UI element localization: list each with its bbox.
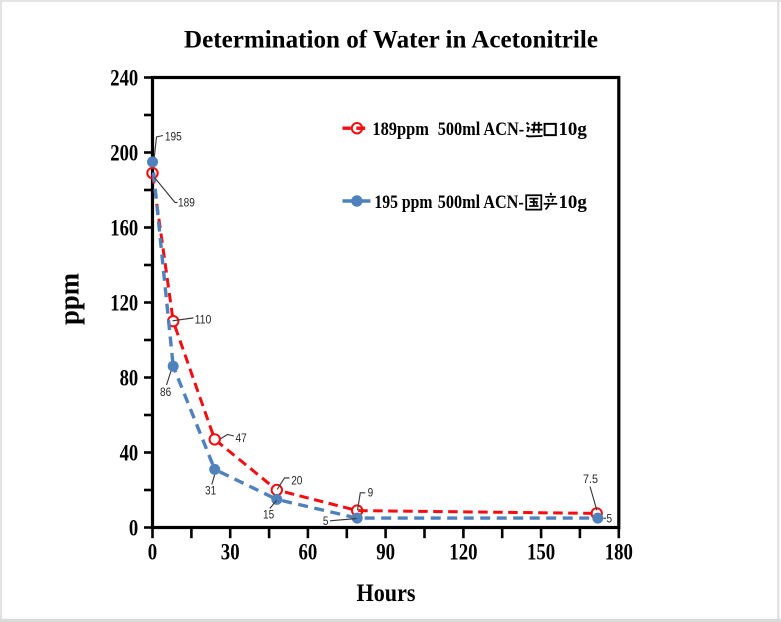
svg-text:5: 5 bbox=[607, 514, 613, 526]
svg-text:189ppm: 189ppm bbox=[372, 119, 429, 140]
svg-text:120: 120 bbox=[449, 539, 477, 564]
svg-text:20: 20 bbox=[291, 476, 302, 488]
svg-text:0: 0 bbox=[148, 539, 157, 564]
svg-text:9: 9 bbox=[368, 488, 374, 500]
svg-text:60: 60 bbox=[299, 539, 318, 564]
svg-text:200: 200 bbox=[110, 140, 138, 166]
svg-text:0: 0 bbox=[129, 515, 138, 541]
svg-text:15: 15 bbox=[263, 510, 274, 522]
svg-text:7.5: 7.5 bbox=[583, 474, 598, 486]
svg-text:180: 180 bbox=[605, 539, 633, 564]
svg-text:195: 195 bbox=[165, 132, 182, 144]
svg-text:Determination of Water in Acet: Determination of Water in Acetonitrile bbox=[184, 27, 598, 54]
svg-text:160: 160 bbox=[110, 215, 138, 241]
svg-text:90: 90 bbox=[376, 539, 395, 564]
svg-text:110: 110 bbox=[195, 315, 212, 327]
svg-text:189: 189 bbox=[178, 198, 195, 210]
svg-text:10g: 10g bbox=[559, 119, 588, 140]
svg-text:Hours: Hours bbox=[357, 580, 416, 607]
svg-text:500ml ACN-: 500ml ACN- bbox=[438, 119, 525, 140]
svg-text:240: 240 bbox=[110, 65, 138, 91]
svg-text:195 ppm: 195 ppm bbox=[374, 192, 432, 213]
svg-text:500ml ACN-: 500ml ACN- bbox=[438, 192, 524, 213]
svg-text:120: 120 bbox=[110, 290, 138, 316]
svg-text:5: 5 bbox=[323, 516, 329, 528]
svg-text:ppm: ppm bbox=[54, 273, 86, 325]
svg-text:47: 47 bbox=[236, 433, 247, 445]
svg-text:31: 31 bbox=[205, 486, 216, 498]
svg-text:40: 40 bbox=[120, 440, 139, 466]
svg-text:10g: 10g bbox=[559, 192, 588, 213]
svg-text:150: 150 bbox=[527, 539, 555, 564]
svg-text:30: 30 bbox=[221, 539, 240, 564]
svg-text:86: 86 bbox=[160, 387, 171, 399]
svg-text:80: 80 bbox=[120, 365, 139, 391]
